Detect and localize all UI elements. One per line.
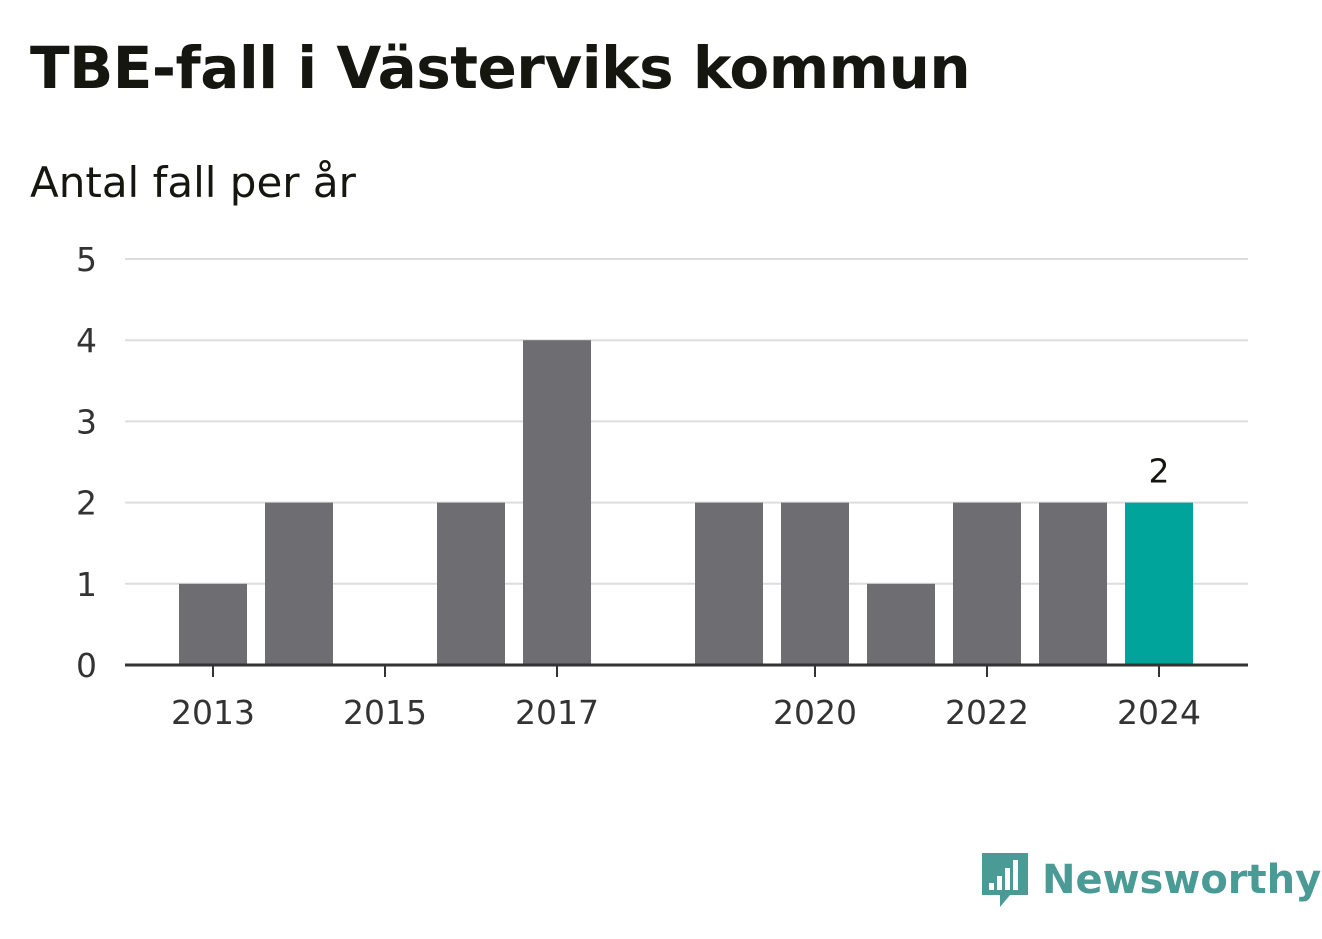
x-tick-label: 2022 bbox=[945, 693, 1029, 732]
y-tick-label: 3 bbox=[76, 402, 97, 441]
y-tick-label: 2 bbox=[76, 484, 97, 523]
chart-title: TBE-fall i Västerviks kommun bbox=[30, 34, 971, 102]
bar-2022 bbox=[953, 502, 1021, 665]
data-label-2024: 2 bbox=[1149, 452, 1170, 491]
bar-2024 bbox=[1125, 502, 1193, 665]
x-tick-label: 2017 bbox=[515, 693, 599, 732]
bar-2016 bbox=[437, 502, 505, 665]
bar-2014 bbox=[265, 502, 333, 665]
brand-logo: Newsworthy bbox=[980, 850, 1321, 910]
brand-name: Newsworthy bbox=[1042, 857, 1322, 903]
bar-2021 bbox=[867, 583, 935, 665]
x-tick-label: 2024 bbox=[1117, 693, 1201, 732]
bar-chart-speech-bubble-icon bbox=[982, 853, 1028, 907]
chart-subtitle: Antal fall per år bbox=[30, 158, 356, 207]
bar-2020 bbox=[781, 502, 849, 665]
y-tick-label: 1 bbox=[76, 565, 97, 604]
x-tick-label: 2015 bbox=[343, 693, 427, 732]
y-tick-label: 0 bbox=[76, 646, 97, 685]
x-tick-label: 2013 bbox=[171, 693, 255, 732]
y-tick-label: 5 bbox=[76, 240, 97, 279]
y-tick-label: 4 bbox=[76, 321, 97, 360]
x-tick-label: 2020 bbox=[773, 693, 857, 732]
bar-2017 bbox=[523, 340, 591, 665]
bar-2013 bbox=[179, 583, 247, 665]
bar-2019 bbox=[695, 502, 763, 665]
bar-2023 bbox=[1039, 502, 1107, 665]
